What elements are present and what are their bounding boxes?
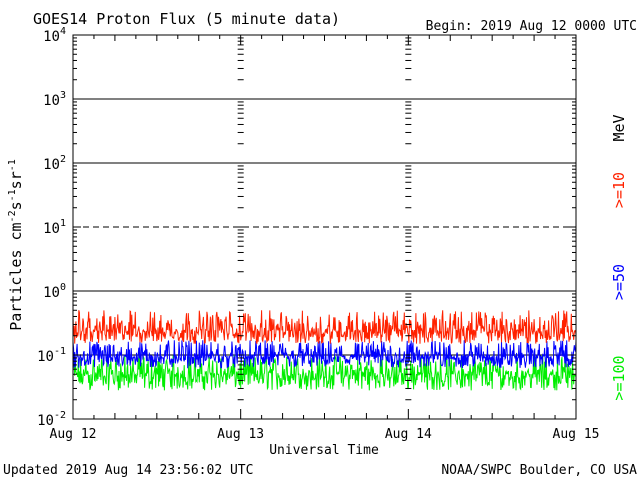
y-axis-label-text: Particles cm [7,222,25,330]
legend: MeV >=10 >=50 >=100 [610,114,628,400]
chart-title: GOES14 Proton Flux (5 minute data) [33,10,340,28]
x-tick-label: Aug 12 [50,427,97,442]
begin-label: Begin: 2019 Aug 12 0000 UTC [426,19,637,34]
x-tick-labels: Aug 12 Aug 13 Aug 14 Aug 15 [50,427,600,442]
credit-label: NOAA/SWPC Boulder, CO USA [441,463,637,478]
unit-label: MeV [610,114,628,141]
day-marker-ticks [237,37,412,420]
legend-entry: >=10 [610,172,628,208]
series-line-1 [72,310,577,344]
y-axis-label: Particles cm-2s-1sr-1 [7,159,25,331]
y-tick-label: 100 [43,282,66,301]
x-tick-label: Aug 13 [217,427,264,442]
plot-frame [72,34,577,420]
x-axis-label: Universal Time [269,443,379,458]
y-tick-label: 101 [43,218,66,237]
y-tick-labels: 10-2 10-1 100 101 102 103 104 [37,26,66,429]
series-line-2 [72,340,577,369]
y-tick-label: 104 [43,26,66,45]
grid-lines [73,98,576,356]
x-tick-label: Aug 15 [553,427,600,442]
axis-ticks [72,35,577,420]
y-tick-label: 102 [43,154,66,173]
series-layer [72,310,577,391]
x-tick-label: Aug 14 [385,427,432,442]
legend-entry: >=50 [610,264,628,300]
y-tick-label: 10-2 [37,410,66,429]
svg-text:Particles cm-2s-1sr-1: Particles cm-2s-1sr-1 [7,159,25,331]
updated-label: Updated 2019 Aug 14 23:56:02 UTC [3,463,253,478]
y-tick-label: 103 [43,90,66,109]
legend-entry: >=100 [610,355,628,400]
series-line-3 [72,355,577,391]
y-tick-label: 10-1 [37,346,66,365]
